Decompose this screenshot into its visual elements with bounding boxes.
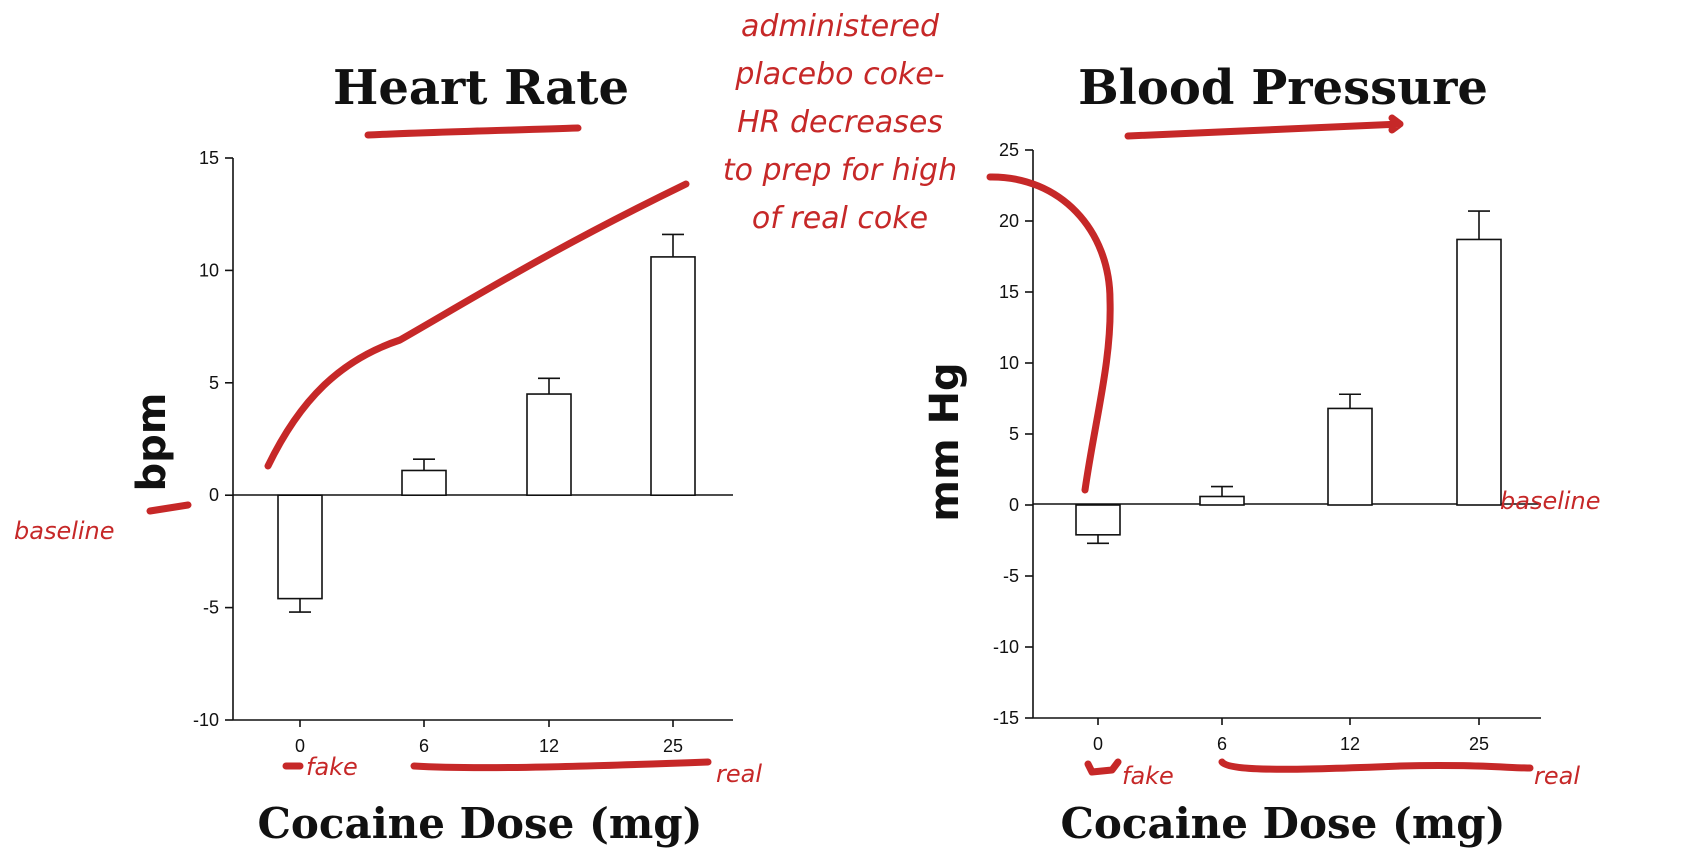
- blood-pressure-y-tick-label: 10: [999, 353, 1019, 373]
- left-baseline-label: baseline: [14, 517, 115, 545]
- blood-pressure-chart: Blood Pressure Cocaine Dose (mg) mm Hg 2…: [922, 60, 1541, 848]
- heart-rate-bars: [277, 233, 696, 613]
- blood-pressure-y-axis-label: mm Hg: [922, 362, 968, 521]
- blood-pressure-x-tick-label: 12: [1340, 734, 1360, 754]
- blood-pressure-y-ticks: 25 20 15 10 5 0 -5 -10 -15: [993, 140, 1033, 728]
- note-line-3: HR decreases: [737, 105, 943, 140]
- heart-rate-y-tick-label: 10: [199, 260, 219, 280]
- blood-pressure-y-tick-label: 0: [1009, 495, 1019, 515]
- heart-rate-error-bar-12: [538, 377, 560, 395]
- blood-pressure-y-tick-label: 5: [1009, 424, 1019, 444]
- heart-rate-x-tick-label: 25: [663, 736, 683, 756]
- right-real-label: real: [1534, 762, 1580, 790]
- blood-pressure-bar-12: [1327, 407, 1373, 506]
- blood-pressure-y-tick-label: 15: [999, 282, 1019, 302]
- blood-pressure-x-tick-label: 6: [1217, 734, 1227, 754]
- blood-pressure-title-underline: [1124, 114, 1404, 140]
- left-real-bracket: [410, 758, 712, 772]
- blood-pressure-error-bar-6: [1211, 485, 1233, 497]
- heart-rate-y-tick-label: 15: [199, 148, 219, 168]
- heart-rate-chart: Heart Rate Cocaine Dose (mg) bpm 15 10 5 0 -…: [129, 60, 733, 848]
- note-line-1: administered: [741, 9, 940, 44]
- blood-pressure-bar-6: [1199, 495, 1245, 506]
- heart-rate-x-tick-label: 6: [419, 736, 429, 756]
- note-arrow-to-heart-rate: [264, 180, 690, 470]
- heart-rate-y-axis-label: bpm: [129, 393, 175, 492]
- heart-rate-x-tick-label: 0: [295, 736, 305, 756]
- blood-pressure-title: Blood Pressure: [1078, 60, 1488, 116]
- right-fake-label: fake: [1122, 762, 1174, 790]
- blood-pressure-error-bar-12: [1339, 393, 1361, 409]
- blood-pressure-bar-25: [1456, 238, 1502, 506]
- blood-pressure-bar-0: [1075, 504, 1121, 536]
- placebo-note: administered placebo coke- HR decreases …: [723, 9, 957, 236]
- heart-rate-y-tick-label: 0: [209, 485, 219, 505]
- heart-rate-title-underline: [364, 124, 582, 139]
- blood-pressure-y-tick-label: -15: [993, 708, 1019, 728]
- heart-rate-error-bar-25: [662, 233, 684, 257]
- handwritten-annotations: administered placebo coke- HR decreases …: [14, 9, 1601, 790]
- right-fake-bracket: [1084, 758, 1122, 776]
- right-real-bracket: [1218, 758, 1534, 773]
- note-line-2: placebo coke-: [734, 57, 944, 92]
- blood-pressure-y-tick-label: -10: [993, 637, 1019, 657]
- blood-pressure-x-tick-label: 0: [1093, 734, 1103, 754]
- left-real-label: real: [716, 760, 762, 788]
- blood-pressure-y-tick-label: 20: [999, 211, 1019, 231]
- heart-rate-y-tick-label: -5: [203, 598, 219, 618]
- blood-pressure-x-tick-label: 25: [1469, 734, 1489, 754]
- note-arrow-to-blood-pressure: [986, 173, 1114, 494]
- heart-rate-x-tick-label: 12: [539, 736, 559, 756]
- left-baseline-tick: [146, 501, 192, 515]
- heart-rate-bar-25: [650, 256, 696, 496]
- note-line-4: to prep for high: [723, 153, 957, 188]
- heart-rate-bar-0: [277, 494, 323, 600]
- note-line-5: of real coke: [752, 201, 928, 236]
- blood-pressure-x-ticks: 0 6 12 25: [1093, 718, 1489, 754]
- heart-rate-y-tick-label: -10: [193, 710, 219, 730]
- blood-pressure-y-tick-label: -5: [1003, 566, 1019, 586]
- heart-rate-error-bar-0: [289, 598, 311, 613]
- blood-pressure-error-bar-0: [1087, 534, 1109, 545]
- heart-rate-y-ticks: 15 10 5 0 -5 -10: [193, 148, 233, 730]
- right-baseline-label: baseline: [1500, 487, 1601, 515]
- heart-rate-x-ticks: 0 6 12 25: [295, 720, 683, 756]
- blood-pressure-x-axis-label: Cocaine Dose (mg): [1060, 799, 1505, 848]
- heart-rate-title: Heart Rate: [333, 60, 629, 116]
- blood-pressure-y-tick-label: 25: [999, 140, 1019, 160]
- heart-rate-y-tick-label: 5: [209, 373, 219, 393]
- blood-pressure-bars: [1075, 210, 1502, 545]
- blood-pressure-error-bar-25: [1468, 210, 1490, 240]
- heart-rate-bar-6: [401, 469, 447, 496]
- heart-rate-x-axis-label: Cocaine Dose (mg): [257, 799, 702, 848]
- heart-rate-error-bar-6: [413, 458, 435, 471]
- heart-rate-bar-12: [526, 393, 572, 497]
- left-fake-label: fake: [306, 753, 358, 781]
